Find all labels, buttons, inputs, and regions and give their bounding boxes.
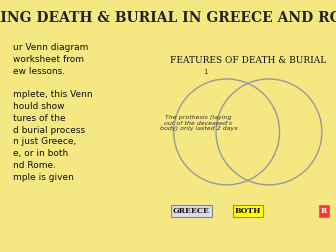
Text: ARING DEATH & BURIAL IN GREECE AND ROM: ARING DEATH & BURIAL IN GREECE AND ROM: [0, 11, 336, 25]
Text: BOTH: BOTH: [235, 207, 261, 215]
Text: The prothesis (laying
out of the deceased's
body) only lasted 2 days: The prothesis (laying out of the decease…: [160, 115, 237, 131]
Text: ur Venn diagram
worksheet from
ew lessons.

mplete, this Venn
hould show
tures o: ur Venn diagram worksheet from ew lesson…: [13, 43, 92, 182]
Text: GREECE: GREECE: [173, 207, 210, 215]
Text: 1: 1: [203, 69, 208, 75]
Text: FEATURES OF DEATH & BURIAL: FEATURES OF DEATH & BURIAL: [170, 56, 326, 65]
Text: R: R: [321, 207, 327, 215]
